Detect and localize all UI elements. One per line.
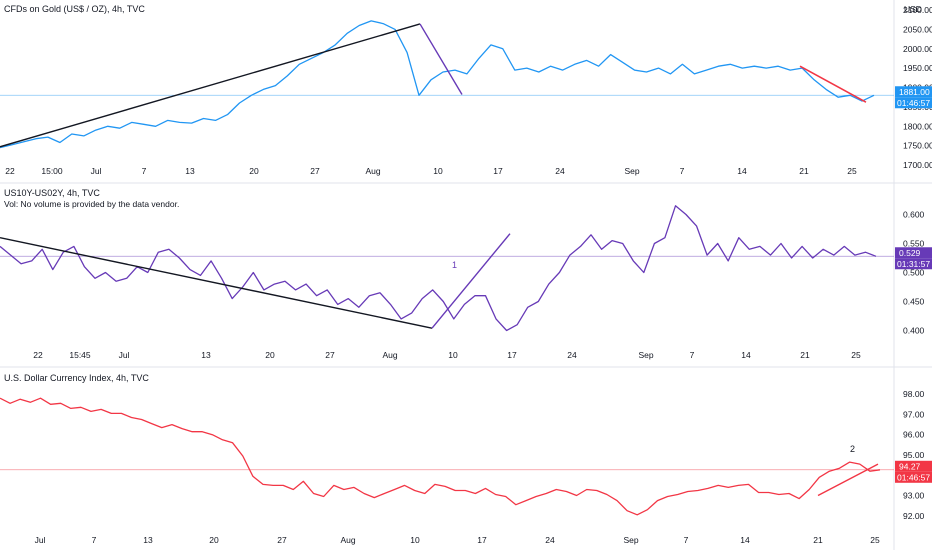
spread-annotation-label: 1: [452, 260, 457, 270]
spread-last-value-badge: [895, 247, 932, 259]
time-axis-tick: 14: [741, 350, 751, 360]
time-axis-tick: 24: [545, 535, 555, 545]
price-axis-tick: 0.600: [903, 210, 925, 220]
gold-trend-line[interactable]: [799, 65, 867, 103]
price-axis-tick: 0.550: [903, 239, 925, 249]
time-axis-tick: Aug: [365, 166, 380, 176]
time-axis-tick: 15:45: [69, 350, 91, 360]
spread-series-line[interactable]: [0, 205, 877, 332]
time-axis-tick: 10: [410, 535, 420, 545]
price-axis-tick: 0.450: [903, 297, 925, 307]
time-axis-tick: 14: [737, 166, 747, 176]
time-axis-tick: 27: [277, 535, 287, 545]
time-axis-tick: 14: [740, 535, 750, 545]
time-axis-tick: 20: [209, 535, 219, 545]
price-axis-tick: 93.00: [903, 491, 925, 501]
price-axis-tick: 1950.00: [903, 63, 932, 73]
gold-currency-label: USD: [904, 4, 922, 14]
time-axis-tick: 24: [567, 350, 577, 360]
price-axis-tick: 95.00: [903, 450, 925, 460]
dxy-annotation-label: 2: [850, 444, 855, 454]
time-axis-tick: 27: [310, 166, 320, 176]
time-axis-tick: 25: [851, 350, 861, 360]
time-axis-tick: 10: [433, 166, 443, 176]
gold-trend-line[interactable]: [0, 23, 421, 148]
price-axis-tick: 0.500: [903, 268, 925, 278]
spread-trend-line[interactable]: [431, 233, 511, 329]
price-axis-tick: 97.00: [903, 409, 925, 419]
time-axis-tick: 20: [265, 350, 275, 360]
gold-trend-line[interactable]: [419, 23, 463, 95]
time-axis-tick: Aug: [382, 350, 397, 360]
time-axis-tick: 25: [847, 166, 857, 176]
price-axis-tick: 1700.00: [903, 160, 932, 170]
time-axis-tick: 22: [33, 350, 43, 360]
time-axis-tick: 10: [448, 350, 458, 360]
time-axis-tick: 7: [92, 535, 97, 545]
time-axis-tick: 20: [249, 166, 259, 176]
time-axis-tick: Sep: [624, 166, 639, 176]
gold-series-line[interactable]: [0, 20, 875, 149]
price-axis-tick: 1800.00: [903, 121, 932, 131]
dxy-last-value-badge: [895, 460, 932, 472]
spread-countdown: 01:31:57: [897, 259, 930, 269]
time-axis-tick: 7: [680, 166, 685, 176]
time-axis-tick: 15:00: [41, 166, 63, 176]
time-axis-tick: 17: [507, 350, 517, 360]
spread-last-value: 0.529: [899, 248, 921, 258]
dxy-last-value: 94.27: [899, 461, 921, 471]
time-axis-tick: 27: [325, 350, 335, 360]
price-axis-tick: 2100.00: [903, 5, 932, 15]
dxy-pane-title: U.S. Dollar Currency Index, 4h, TVC: [4, 373, 149, 383]
time-axis-tick: 13: [185, 166, 195, 176]
time-axis-tick: 7: [684, 535, 689, 545]
time-axis-tick: 21: [800, 350, 810, 360]
price-axis-tick: 1750.00: [903, 141, 932, 151]
time-axis-tick: 17: [477, 535, 487, 545]
price-axis-tick: 98.00: [903, 389, 925, 399]
time-axis-tick: Jul: [119, 350, 130, 360]
price-axis-tick: 2000.00: [903, 44, 932, 54]
gold-countdown: 01:46:57: [897, 98, 930, 108]
time-axis-tick: 7: [142, 166, 147, 176]
price-axis-tick: 92.00: [903, 511, 925, 521]
dxy-countdown-badge: [895, 471, 932, 483]
time-axis-tick: Jul: [35, 535, 46, 545]
spread-countdown-badge: [895, 258, 932, 270]
time-axis-tick: Sep: [638, 350, 653, 360]
time-axis-tick: 21: [799, 166, 809, 176]
spread-trend-line[interactable]: [0, 237, 433, 329]
time-axis-tick: 25: [870, 535, 880, 545]
time-axis-tick: 22: [5, 166, 15, 176]
time-axis-tick: 21: [813, 535, 823, 545]
dxy-countdown: 01:46:57: [897, 472, 930, 482]
time-axis-tick: Aug: [340, 535, 355, 545]
time-axis-tick: 7: [690, 350, 695, 360]
gold-countdown-badge: [895, 97, 932, 109]
time-axis-tick: Sep: [623, 535, 638, 545]
dxy-trend-line[interactable]: [817, 463, 879, 497]
gold-pane-title: CFDs on Gold (US$ / OZ), 4h, TVC: [4, 4, 145, 14]
price-axis-tick: 2050.00: [903, 24, 932, 34]
dxy-series-line[interactable]: [0, 397, 881, 516]
gold-last-value: 1881.00: [899, 87, 930, 97]
price-axis-tick: 0.400: [903, 326, 925, 336]
time-axis-tick: 17: [493, 166, 503, 176]
time-axis-tick: 13: [143, 535, 153, 545]
gold-last-value-badge: [895, 86, 932, 98]
price-axis-tick: 96.00: [903, 430, 925, 440]
spread-pane-subtitle: Vol: No volume is provided by the data v…: [4, 199, 179, 209]
time-axis-tick: 24: [555, 166, 565, 176]
spread-pane-title: US10Y-US02Y, 4h, TVC: [4, 188, 100, 198]
time-axis-tick: 13: [201, 350, 211, 360]
time-axis-tick: Jul: [91, 166, 102, 176]
